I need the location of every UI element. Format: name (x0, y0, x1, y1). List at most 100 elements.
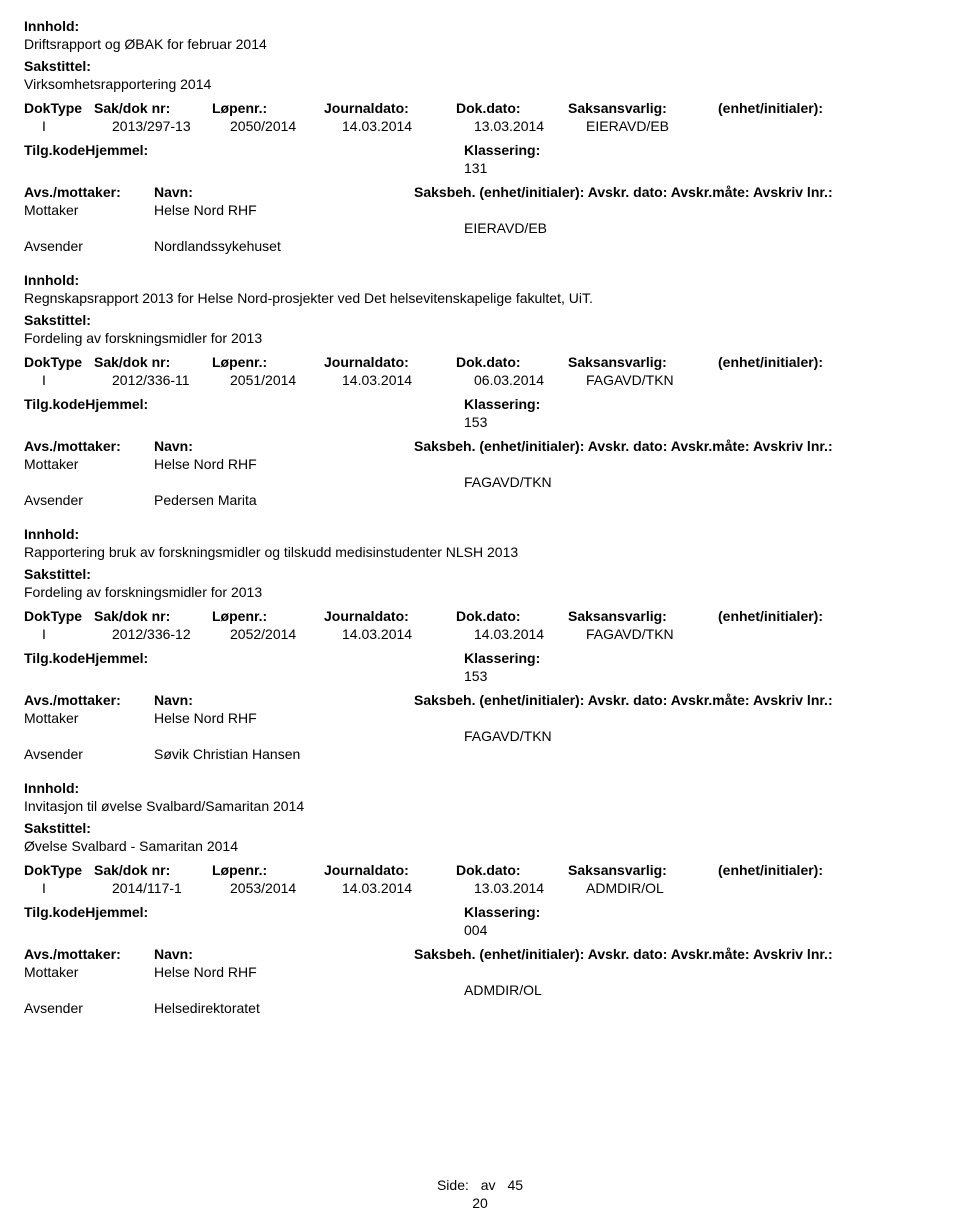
saksbeh-value: ADMDIR/OL (464, 982, 936, 998)
doc-value-row: I 2012/336-11 2051/2014 14.03.2014 06.03… (24, 372, 936, 388)
dokdato-value: 06.03.2014 (474, 372, 586, 388)
saksansvarlig-header: Saksansvarlig: (568, 100, 718, 116)
saksbeh-label: Saksbeh. (enhet/initialer): (414, 438, 584, 454)
saksbeh-label: Saksbeh. (enhet/initialer): (414, 184, 584, 200)
avs-mottaker-label: Avs./mottaker: (24, 946, 154, 962)
mottaker-name: Helse Nord RHF (154, 964, 414, 980)
klassering-label: Klassering: (464, 142, 540, 158)
saksbeh-value: EIERAVD/EB (464, 220, 936, 236)
saksbeh-value: FAGAVD/TKN (464, 728, 936, 744)
mottaker-row: Mottaker Helse Nord RHF (24, 456, 936, 472)
avsender-name: Pedersen Marita (154, 492, 257, 508)
doktype-value: I (24, 118, 112, 134)
lopenr-value: 2050/2014 (230, 118, 342, 134)
avsender-label: Avsender (24, 1000, 154, 1016)
mottaker-row: Mottaker Helse Nord RHF (24, 964, 936, 980)
klassering-value: 131 (464, 160, 936, 176)
doc-header-row: DokType Sak/dok nr: Løpenr.: Journaldato… (24, 608, 936, 624)
dokdato-header: Dok.dato: (456, 354, 568, 370)
doc-header-row: DokType Sak/dok nr: Løpenr.: Journaldato… (24, 100, 936, 116)
avskr-label: Avskr. dato: Avskr.måte: Avskriv lnr.: (588, 184, 833, 200)
doktype-header: DokType (24, 608, 94, 624)
dokdato-value: 13.03.2014 (474, 880, 586, 896)
saksansvarlig-header: Saksansvarlig: (568, 608, 718, 624)
avsender-row: Avsender Søvik Christian Hansen (24, 746, 936, 762)
lopenr-value: 2052/2014 (230, 626, 342, 642)
doc-header-row: DokType Sak/dok nr: Løpenr.: Journaldato… (24, 354, 936, 370)
hjemmel-text: Hjemmel: (85, 396, 148, 412)
innhold-label: Innhold: (24, 526, 936, 542)
dokdato-header: Dok.dato: (456, 100, 568, 116)
saksbeh-label: Saksbeh. (enhet/initialer): (414, 692, 584, 708)
avsender-name: Helsedirektoratet (154, 1000, 260, 1016)
navn-label: Navn: (154, 438, 414, 454)
saksansvarlig-value: FAGAVD/TKN (586, 372, 736, 388)
tilg-label: Tilg.kodeHjemmel: (24, 142, 464, 158)
navn-label: Navn: (154, 184, 414, 200)
avs-mottaker-label: Avs./mottaker: (24, 692, 154, 708)
journal-entry: Innhold: Rapportering bruk av forsknings… (24, 526, 936, 762)
sakdok-header: Sak/dok nr: (94, 608, 212, 624)
dokdato-value: 14.03.2014 (474, 626, 586, 642)
journaldato-value: 14.03.2014 (342, 880, 474, 896)
avs-mottaker-label: Avs./mottaker: (24, 438, 154, 454)
avs-mottaker-header: Avs./mottaker: Navn: Saksbeh. (enhet/ini… (24, 692, 936, 708)
dokdato-header: Dok.dato: (456, 608, 568, 624)
saksbeh-avskr-label: Saksbeh. (enhet/initialer): Avskr. dato:… (414, 692, 833, 708)
lopenr-value: 2053/2014 (230, 880, 342, 896)
saksansvarlig-header: Saksansvarlig: (568, 354, 718, 370)
hjemmel-text: Hjemmel: (85, 142, 148, 158)
innhold-label: Innhold: (24, 780, 936, 796)
avsender-label: Avsender (24, 492, 154, 508)
tilg-row: Tilg.kodeHjemmel: Klassering: (24, 142, 936, 158)
sakdok-value: 2012/336-12 (112, 626, 230, 642)
doktype-value: I (24, 372, 112, 388)
innhold-label: Innhold: (24, 18, 936, 34)
saksansvarlig-value: ADMDIR/OL (586, 880, 736, 896)
journaldato-header: Journaldato: (324, 608, 456, 624)
avsender-row: Avsender Helsedirektoratet (24, 1000, 936, 1016)
journaldato-header: Journaldato: (324, 862, 456, 878)
sakstittel-text: Øvelse Svalbard - Samaritan 2014 (24, 838, 936, 854)
avskr-label: Avskr. dato: Avskr.måte: Avskriv lnr.: (588, 692, 833, 708)
enhet-header: (enhet/initialer): (718, 862, 868, 878)
avsender-name: Søvik Christian Hansen (154, 746, 300, 762)
hjemmel-text: Hjemmel: (85, 650, 148, 666)
journaldato-value: 14.03.2014 (342, 372, 474, 388)
doc-value-row: I 2014/117-1 2053/2014 14.03.2014 13.03.… (24, 880, 936, 896)
enhet-header: (enhet/initialer): (718, 608, 868, 624)
avs-mottaker-label: Avs./mottaker: (24, 184, 154, 200)
doc-header-row: DokType Sak/dok nr: Løpenr.: Journaldato… (24, 862, 936, 878)
saksansvarlig-header: Saksansvarlig: (568, 862, 718, 878)
saksansvarlig-value: EIERAVD/EB (586, 118, 736, 134)
lopenr-header: Løpenr.: (212, 862, 324, 878)
klassering-label: Klassering: (464, 650, 540, 666)
mottaker-row: Mottaker Helse Nord RHF (24, 710, 936, 726)
avskr-label: Avskr. dato: Avskr.måte: Avskriv lnr.: (588, 946, 833, 962)
lopenr-header: Løpenr.: (212, 608, 324, 624)
tilg-text: Tilg.kode (24, 650, 85, 666)
journal-page: Innhold: Driftsrapport og ØBAK for febru… (0, 0, 960, 1229)
mottaker-name: Helse Nord RHF (154, 202, 414, 218)
saksbeh-label: Saksbeh. (enhet/initialer): (414, 946, 584, 962)
page-footer: Side: av 45 20 (0, 1177, 960, 1211)
enhet-header: (enhet/initialer): (718, 100, 868, 116)
doc-value-row: I 2013/297-13 2050/2014 14.03.2014 13.03… (24, 118, 936, 134)
journaldato-header: Journaldato: (324, 354, 456, 370)
innhold-text: Driftsrapport og ØBAK for februar 2014 (24, 36, 936, 52)
tilg-text: Tilg.kode (24, 142, 85, 158)
innhold-label: Innhold: (24, 272, 936, 288)
mottaker-name: Helse Nord RHF (154, 710, 414, 726)
journal-entry: Innhold: Invitasjon til øvelse Svalbard/… (24, 780, 936, 1016)
side-label: Side: (437, 1177, 469, 1193)
doktype-header: DokType (24, 354, 94, 370)
journaldato-header: Journaldato: (324, 100, 456, 116)
tilg-label: Tilg.kodeHjemmel: (24, 904, 464, 920)
mottaker-name: Helse Nord RHF (154, 456, 414, 472)
sakdok-value: 2014/117-1 (112, 880, 230, 896)
sakstittel-text: Virksomhetsrapportering 2014 (24, 76, 936, 92)
saksbeh-avskr-label: Saksbeh. (enhet/initialer): Avskr. dato:… (414, 946, 833, 962)
dokdato-header: Dok.dato: (456, 862, 568, 878)
sakstittel-label: Sakstittel: (24, 58, 936, 74)
navn-label: Navn: (154, 692, 414, 708)
